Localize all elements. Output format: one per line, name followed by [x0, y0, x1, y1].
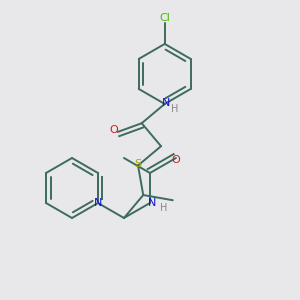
Text: Cl: Cl [159, 13, 170, 23]
Text: H: H [160, 203, 168, 213]
Text: H: H [171, 104, 178, 114]
Text: N: N [94, 198, 102, 208]
Text: N: N [161, 98, 170, 108]
Text: O: O [172, 155, 180, 165]
Text: O: O [110, 125, 118, 135]
Text: N: N [148, 198, 156, 208]
Text: S: S [134, 160, 142, 170]
